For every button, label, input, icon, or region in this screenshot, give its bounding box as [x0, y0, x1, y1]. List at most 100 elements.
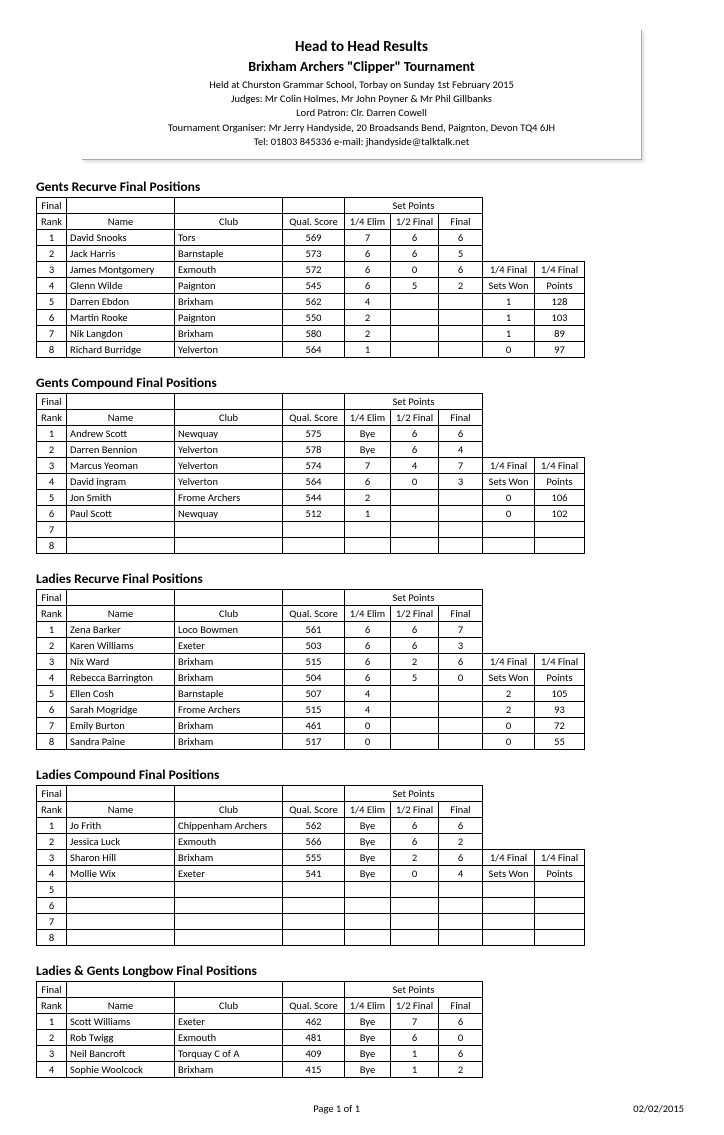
cell-elim: Bye — [345, 1029, 391, 1045]
cell-rank: 1 — [37, 425, 67, 441]
cell-rank: 1 — [37, 621, 67, 637]
cell-name — [67, 929, 175, 945]
col-name — [67, 393, 175, 409]
col-final-rank: Final — [37, 981, 67, 997]
cell-rank: 4 — [37, 277, 67, 293]
cell-qual: 481 — [283, 1029, 345, 1045]
col-elim: 1/4 Elim — [345, 409, 391, 425]
cell-half — [391, 913, 439, 929]
cell-name: Neil Bancroft — [67, 1045, 175, 1061]
cell-rank: 1 — [37, 229, 67, 245]
cell-club — [175, 537, 283, 553]
cell-half — [391, 293, 439, 309]
cell-points: 103 — [535, 309, 585, 325]
cell-final: 6 — [439, 849, 483, 865]
table-row: 7Nik LangdonBrixham5802189 — [37, 325, 585, 341]
cell-half: 6 — [391, 817, 439, 833]
cell-half: 6 — [391, 441, 439, 457]
cell-half — [391, 897, 439, 913]
col-club: Club — [175, 997, 283, 1013]
cell-qual: 573 — [283, 245, 345, 261]
col-half: 1/2 Final — [391, 409, 439, 425]
col-qfinal: 1/4 Final — [483, 261, 535, 277]
section-title: Ladies Recurve Final Positions — [36, 570, 688, 587]
table-row: 8 — [37, 537, 585, 553]
cell-name — [67, 913, 175, 929]
results-section: Ladies Compound Final PositionsFinalSet … — [36, 766, 688, 946]
cell-half: 6 — [391, 425, 439, 441]
cell-half: 4 — [391, 457, 439, 473]
cell-elim: 0 — [345, 733, 391, 749]
col-qual: Qual. Score — [283, 409, 345, 425]
cell-elim: 4 — [345, 293, 391, 309]
col-final-rank: Final — [37, 393, 67, 409]
cell-final — [439, 733, 483, 749]
table-row: 3Nix WardBrixham5156261/4 Final1/4 Final — [37, 653, 585, 669]
cell-final: 6 — [439, 261, 483, 277]
results-table: FinalSet PointsRankNameClubQual. Score1/… — [36, 393, 585, 554]
cell-club: Newquay — [175, 425, 283, 441]
cell-final — [439, 717, 483, 733]
results-table: FinalSet PointsRankNameClubQual. Score1/… — [36, 981, 483, 1078]
col-setswon: Sets Won — [483, 865, 535, 881]
cell-setswon: 0 — [483, 733, 535, 749]
cell-rank: 3 — [37, 1045, 67, 1061]
table-row: 5Darren EbdonBrixham56241128 — [37, 293, 585, 309]
cell-elim — [345, 521, 391, 537]
cell-name: Sarah Mogridge — [67, 701, 175, 717]
table-row: 4Rebecca BarringtonBrixham504650Sets Won… — [37, 669, 585, 685]
header-line: Held at Churston Grammar School, Torbay … — [92, 78, 631, 92]
cell-rank: 4 — [37, 1061, 67, 1077]
cell-rank: 2 — [37, 833, 67, 849]
table-row: 4David ingramYelverton564603Sets WonPoin… — [37, 473, 585, 489]
col-name: Name — [67, 605, 175, 621]
cell-club: Yelverton — [175, 341, 283, 357]
cell-club: Exeter — [175, 637, 283, 653]
cell-name: Scott Williams — [67, 1013, 175, 1029]
cell-rank: 8 — [37, 537, 67, 553]
cell-setswon — [483, 537, 535, 553]
cell-half: 6 — [391, 245, 439, 261]
cell-points — [535, 521, 585, 537]
cell-club: Yelverton — [175, 457, 283, 473]
col-club: Club — [175, 801, 283, 817]
cell-points: 93 — [535, 701, 585, 717]
results-table: FinalSet PointsRankNameClubQual. Score1/… — [36, 785, 585, 946]
cell-half — [391, 341, 439, 357]
cell-club: Exmouth — [175, 1029, 283, 1045]
cell-final: 6 — [439, 817, 483, 833]
cell-half: 0 — [391, 865, 439, 881]
cell-name: Sophie Woolcock — [67, 1061, 175, 1077]
cell-name: Martin Rooke — [67, 309, 175, 325]
col-elim: 1/4 Elim — [345, 997, 391, 1013]
cell-name: Nik Langdon — [67, 325, 175, 341]
cell-final: 7 — [439, 621, 483, 637]
col-final: Final — [439, 801, 483, 817]
col-club: Club — [175, 409, 283, 425]
cell-elim: 7 — [345, 229, 391, 245]
cell-final: 2 — [439, 833, 483, 849]
cell-club — [175, 897, 283, 913]
cell-qual: 561 — [283, 621, 345, 637]
cell-qual: 461 — [283, 717, 345, 733]
cell-name: David Snooks — [67, 229, 175, 245]
cell-elim: 6 — [345, 277, 391, 293]
section-title: Gents Compound Final Positions — [36, 374, 688, 391]
cell-setswon: 0 — [483, 505, 535, 521]
col-final-rank: Final — [37, 589, 67, 605]
cell-half: 1 — [391, 1045, 439, 1061]
col-setpoints: Set Points — [345, 197, 483, 213]
col-final-rank: Rank — [37, 605, 67, 621]
cell-rank: 4 — [37, 669, 67, 685]
cell-qual — [283, 537, 345, 553]
table-row: 8Richard BurridgeYelverton5641097 — [37, 341, 585, 357]
cell-qual: 555 — [283, 849, 345, 865]
tournament-header: Head to Head Results Brixham Archers "Cl… — [82, 30, 642, 160]
cell-qual — [283, 521, 345, 537]
cell-qual: 515 — [283, 653, 345, 669]
cell-elim: Bye — [345, 1013, 391, 1029]
cell-elim: 0 — [345, 717, 391, 733]
cell-club: Frome Archers — [175, 701, 283, 717]
col-club — [175, 981, 283, 997]
cell-half: 5 — [391, 669, 439, 685]
